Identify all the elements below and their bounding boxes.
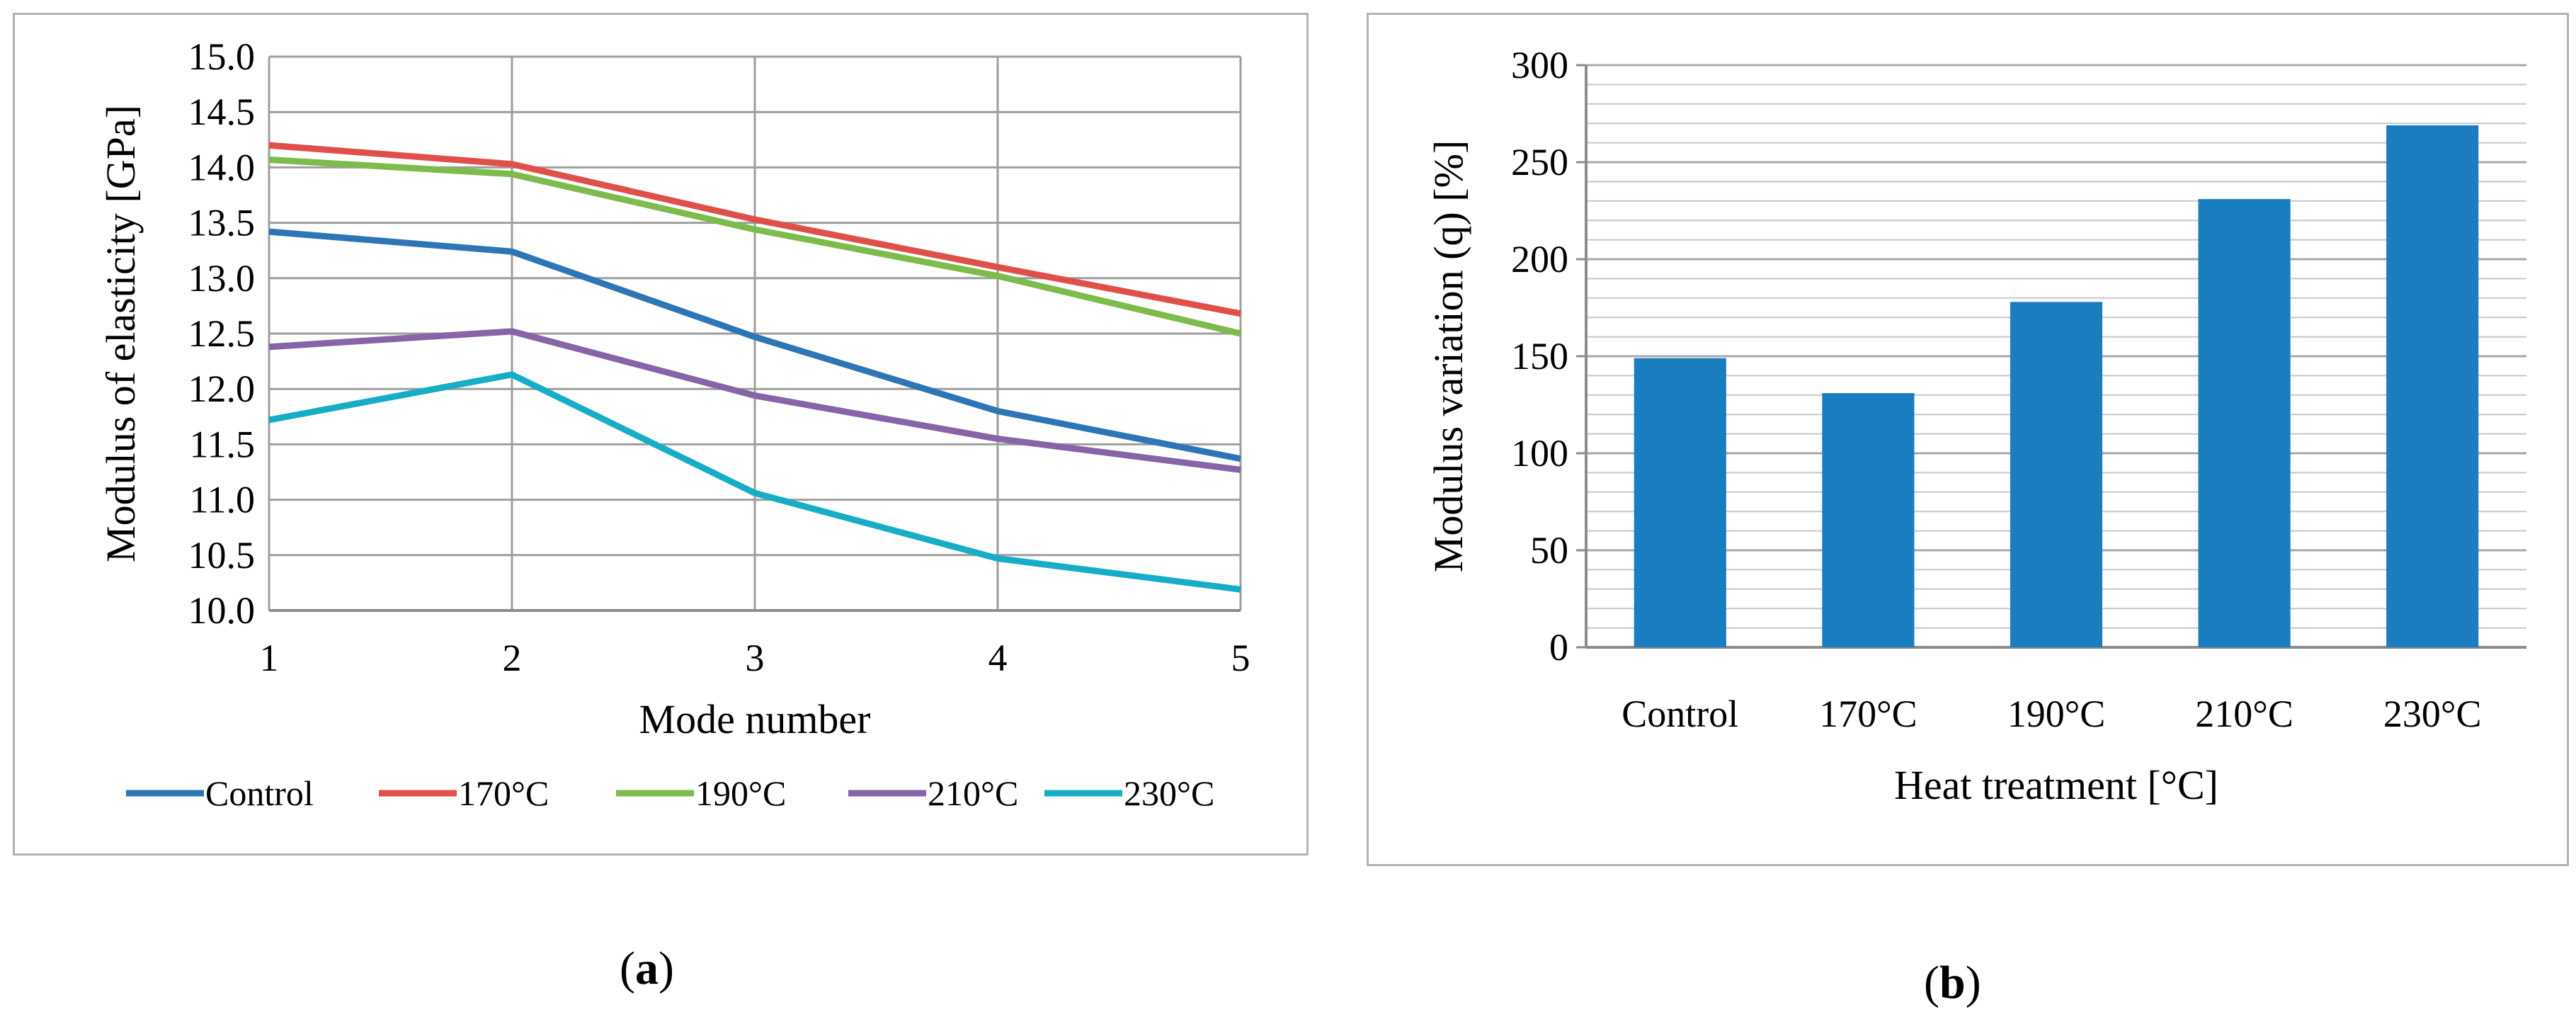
legend-label: 170°C: [458, 773, 549, 813]
y-tick-label: 250: [1511, 141, 1568, 183]
caption-b: (b): [1924, 956, 1981, 1010]
legend-label: 190°C: [695, 773, 786, 813]
y-tick-label: 10.0: [188, 589, 256, 632]
bar: [2386, 125, 2479, 647]
legend-label: 230°C: [1124, 773, 1214, 813]
panel-a-frame: [13, 13, 1309, 856]
y-axis-title: Modulus variation (q) [%]: [1425, 140, 1471, 572]
series-line: [268, 228, 1241, 462]
bar: [1822, 393, 1915, 647]
y-tick-label: 50: [1530, 529, 1568, 572]
y-tick-label: 11.0: [190, 479, 256, 521]
x-tick-label: 4: [988, 637, 1008, 679]
y-tick-label: 12.5: [188, 312, 256, 355]
x-tick-label: 5: [1231, 637, 1250, 679]
caption-a-close: ): [658, 943, 674, 994]
x-tick-label: 2: [503, 637, 522, 679]
caption-b-open: (: [1924, 957, 1939, 1009]
series-line: [268, 328, 1241, 473]
caption-a-letter: a: [634, 943, 659, 994]
y-tick-label: 10.5: [188, 534, 256, 576]
y-tick-label: 11.5: [190, 423, 256, 465]
x-tick-label: 190°C: [2007, 693, 2106, 735]
x-tick-label: 3: [746, 637, 765, 679]
bar: [1634, 358, 1726, 647]
x-tick-label: 210°C: [2195, 693, 2293, 735]
y-tick-label: 150: [1511, 335, 1568, 377]
y-axis-title: Modulus of elasticity [GPa]: [98, 105, 144, 562]
y-tick-label: 0: [1549, 626, 1568, 669]
line-chart-a: 10.0 10.5 11.0 11.5 12.0 12.5 13.0 13.5 14.0 14.5…: [98, 35, 1250, 813]
x-tick-label: Control: [1622, 693, 1738, 735]
series-line: [268, 156, 1242, 337]
series-line: [268, 142, 1241, 317]
legend-label: Control: [205, 773, 314, 813]
y-tick-label: 14.5: [188, 91, 256, 133]
x-axis-title: Mode number: [639, 696, 871, 742]
caption-b-close: ): [1965, 957, 1981, 1009]
caption-a: (a): [620, 942, 674, 996]
y-tick-label: 300: [1511, 44, 1568, 86]
y-tick-label: 200: [1511, 238, 1568, 280]
bar-chart-b: 0 50 100 150 200 250 300 Control 170°C 190°C 210°C…: [1425, 44, 2526, 808]
bar: [2010, 302, 2103, 647]
legend-label: 210°C: [928, 773, 1018, 813]
y-tick-label: 13.0: [188, 257, 256, 300]
x-tick-label: 1: [260, 637, 279, 679]
y-tick-label: 12.0: [188, 368, 256, 410]
x-tick-label: 230°C: [2383, 693, 2482, 735]
caption-b-letter: b: [1939, 957, 1966, 1009]
caption-a-open: (: [620, 943, 635, 994]
y-tick-label: 15.0: [188, 35, 256, 78]
x-tick-label: 170°C: [1819, 693, 1917, 735]
y-tick-label: 13.5: [188, 202, 256, 244]
y-tick-label: 14.0: [188, 146, 256, 188]
x-axis-title: Heat treatment [°C]: [1894, 762, 2218, 808]
panel-b-frame: [1367, 13, 2569, 866]
y-tick-label: 100: [1511, 432, 1568, 475]
series-line: [268, 371, 1241, 593]
bar: [2198, 199, 2291, 647]
